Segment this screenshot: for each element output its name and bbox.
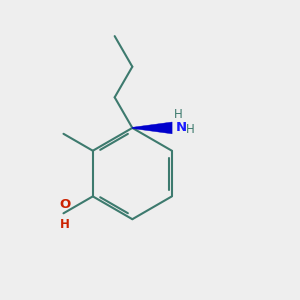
Text: O: O — [59, 198, 70, 211]
Text: H: H — [174, 108, 183, 122]
Polygon shape — [132, 122, 172, 134]
Text: H: H — [60, 218, 70, 231]
Text: H: H — [186, 123, 195, 136]
Text: N: N — [176, 122, 187, 134]
